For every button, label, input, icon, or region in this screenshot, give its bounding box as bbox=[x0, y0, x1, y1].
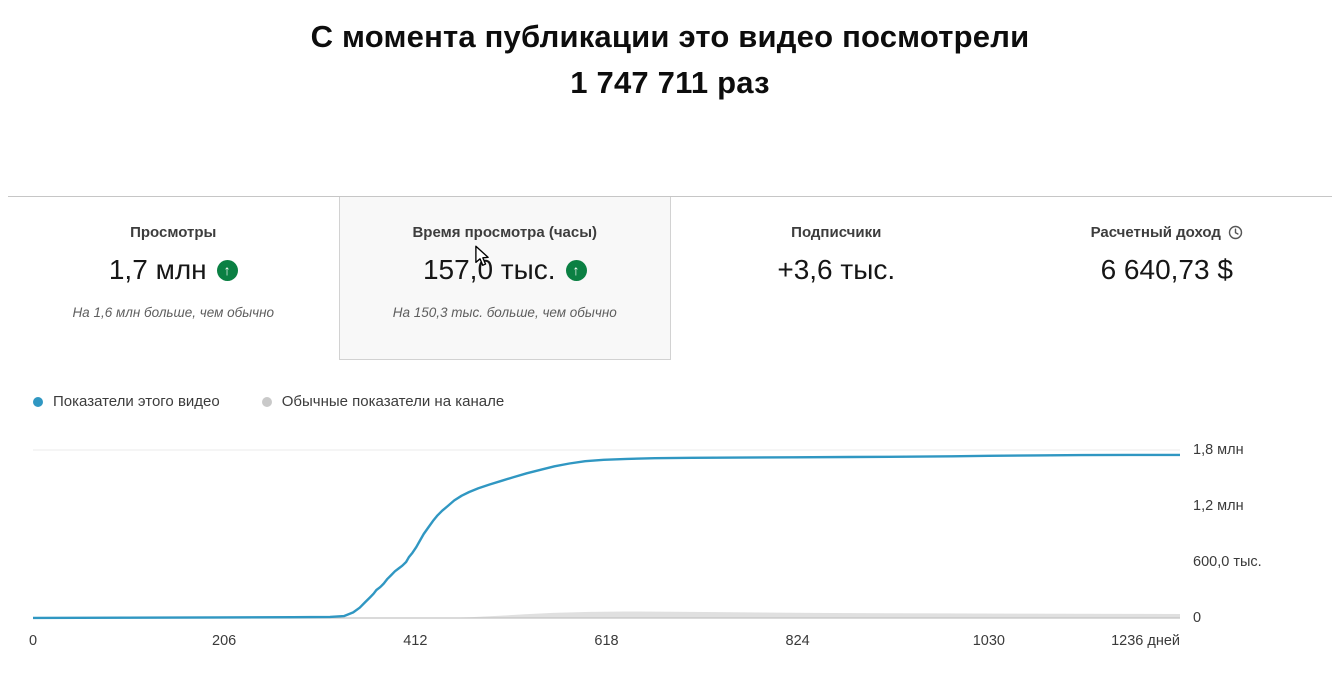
legend-item-channel-typical: Обычные показатели на канале bbox=[261, 393, 505, 410]
tab-watch-time-subtitle: На 150,3 тыс. больше, чем обычно bbox=[392, 305, 617, 320]
legend-label-this-video: Показатели этого видео bbox=[53, 393, 220, 410]
tab-watch-time[interactable]: Время просмотра (часы) 157,0 тыс. ↑ На 1… bbox=[338, 197, 671, 360]
x-axis-labels: 0 206 412 618 824 1030 1236 дней bbox=[29, 632, 1180, 652]
clock-icon bbox=[1228, 225, 1243, 240]
trend-up-glyph: ↑ bbox=[572, 262, 580, 278]
x-tick-label: 824 bbox=[785, 633, 810, 649]
chart-canvas[interactable] bbox=[33, 440, 1180, 626]
title-line1: С момента публикации это видео посмотрел… bbox=[310, 19, 1030, 54]
x-tick-label: 412 bbox=[403, 633, 428, 649]
trend-up-icon: ↑ bbox=[216, 259, 238, 281]
tab-watch-time-value: 157,0 тыс. bbox=[422, 254, 556, 285]
tab-revenue[interactable]: Расчетный доход 6 640,73 $ bbox=[1002, 197, 1333, 360]
x-tick-label: 1030 bbox=[972, 633, 1005, 649]
legend-label-channel-typical: Обычные показатели на канале bbox=[281, 393, 505, 410]
legend-dot-this-video-icon bbox=[33, 396, 43, 407]
metrics-tab-strip: Просмотры 1,7 млн ↑ На 1,6 млн больше, ч… bbox=[8, 196, 1332, 360]
y-axis-labels: 0 600,0 тыс. 1,2 млн 1,8 млн bbox=[1193, 440, 1313, 626]
x-tick-label: 206 bbox=[212, 633, 237, 649]
tab-views-label: Просмотры bbox=[130, 224, 217, 241]
title-line2: 1 747 711 раз bbox=[570, 65, 770, 100]
tab-views-value: 1,7 млн bbox=[108, 254, 207, 285]
tab-views[interactable]: Просмотры 1,7 млн ↑ На 1,6 млн больше, ч… bbox=[8, 197, 339, 360]
x-tick-label: 1236 дней bbox=[1111, 633, 1180, 649]
legend-dot-channel-typical-icon bbox=[261, 396, 272, 407]
legend-item-this-video: Показатели этого видео bbox=[33, 393, 220, 410]
tab-watch-time-label: Время просмотра (часы) bbox=[412, 224, 598, 241]
y-tick-label: 1,2 млн bbox=[1193, 498, 1244, 514]
page-title: С момента публикации это видео посмотрел… bbox=[0, 14, 1340, 106]
tab-subscribers-value: +3,6 тыс. bbox=[777, 254, 896, 285]
tab-revenue-label: Расчетный доход bbox=[1090, 224, 1221, 241]
trend-up-icon: ↑ bbox=[565, 259, 587, 281]
tab-subscribers[interactable]: Подписчики +3,6 тыс. bbox=[671, 197, 1002, 360]
y-tick-label: 1,8 млн bbox=[1193, 442, 1244, 458]
y-tick-label: 0 bbox=[1193, 610, 1202, 626]
tab-revenue-value: 6 640,73 $ bbox=[1100, 254, 1233, 285]
tab-subscribers-label: Подписчики bbox=[791, 224, 882, 241]
trend-up-glyph: ↑ bbox=[223, 262, 231, 278]
x-tick-label: 618 bbox=[594, 633, 619, 649]
tab-views-subtitle: На 1,6 млн больше, чем обычно bbox=[72, 305, 275, 320]
x-tick-label: 0 bbox=[28, 633, 38, 649]
y-tick-label: 600,0 тыс. bbox=[1193, 554, 1262, 570]
chart-legend: Показатели этого видео Обычные показател… bbox=[33, 393, 504, 410]
